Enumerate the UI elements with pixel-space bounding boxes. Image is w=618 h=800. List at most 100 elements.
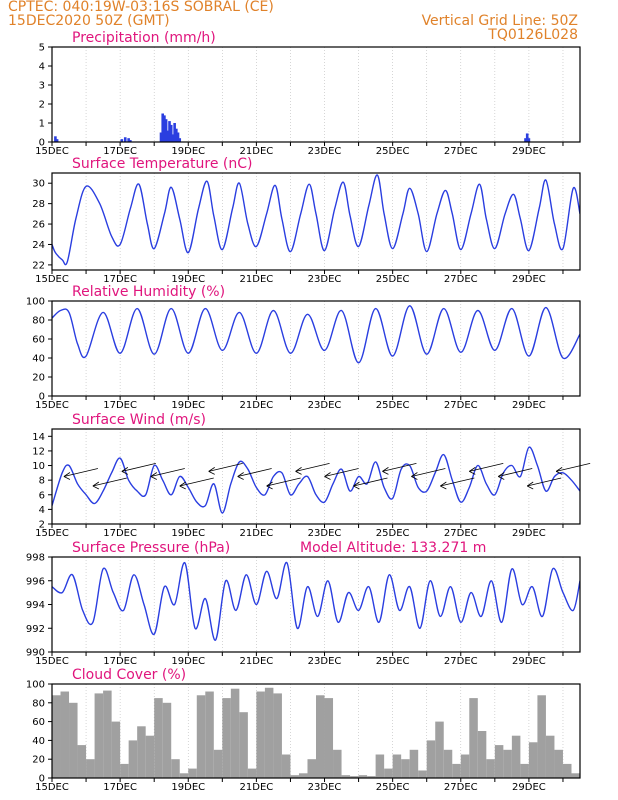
series-line <box>52 174 580 266</box>
panel-precip: Precipitation (mm/h) 15DEC 17DEC 19DEC 21DEC… <box>35 30 581 157</box>
cloud-bar <box>435 721 444 778</box>
precip-bar <box>129 140 132 142</box>
cloud-bar <box>307 759 316 778</box>
cloud-bar <box>443 749 453 778</box>
y-tick-label: 100 <box>26 297 45 308</box>
cloud-bar <box>469 698 478 778</box>
x-tick-label: 25DEC <box>376 656 410 667</box>
y-tick-label: 996 <box>26 576 45 587</box>
y-tick-label: 40 <box>32 736 45 747</box>
cloud-bar <box>511 735 521 778</box>
panel-frame <box>51 428 581 525</box>
wind-arrow-shaft <box>324 468 359 477</box>
y-tick-label: 20 <box>32 373 45 384</box>
cloud-bar <box>196 695 206 778</box>
wind-arrow-head <box>440 481 447 490</box>
precip-bar <box>171 134 175 142</box>
x-tick-label: 15DEC <box>35 400 69 411</box>
x-tick-label: 17DEC <box>103 528 137 539</box>
cloud-bar <box>409 749 419 778</box>
cloud-bar <box>367 776 376 778</box>
wind-arrow-shaft <box>295 462 330 472</box>
wind-arrow-shaft <box>469 462 504 472</box>
y-tick-label: 22 <box>32 260 45 271</box>
cloud-bar <box>460 754 470 778</box>
cloud-bar <box>350 776 359 778</box>
y-tick-label: 26 <box>32 220 45 231</box>
wind-arrow-shaft <box>382 462 417 472</box>
y-tick-label: 24 <box>32 240 45 251</box>
precip-bar <box>120 139 124 142</box>
panel-temp: Surface Temperature (nC) 15DEC 17DEC 19DEC 2… <box>32 156 581 285</box>
y-tick-label: 5 <box>39 43 45 54</box>
y-tick-label: 14 <box>32 432 45 443</box>
cloud-bar <box>222 698 231 778</box>
wind-arrow-shaft <box>556 462 591 472</box>
x-tick-label: 21DEC <box>240 782 274 793</box>
x-tick-label: 19DEC <box>171 400 205 411</box>
wind-arrow-head <box>555 467 563 475</box>
wind-arrow-head <box>150 472 158 480</box>
panel-frame <box>51 556 581 653</box>
wind-arrow-head <box>179 481 186 490</box>
x-tick-label: 17DEC <box>103 782 137 793</box>
x-tick-label: 25DEC <box>376 400 410 411</box>
x-tick-label: 23DEC <box>308 782 342 793</box>
cloud-bar <box>120 763 129 778</box>
wind-arrow-head <box>324 472 331 480</box>
cloud-bar <box>392 754 402 778</box>
cloud-bar <box>290 775 299 778</box>
x-tick-label: 19DEC <box>171 274 205 285</box>
x-tick-label: 21DEC <box>240 274 274 285</box>
y-tick-label: 990 <box>26 648 45 659</box>
x-tick-label: 27DEC <box>444 274 478 285</box>
panel-frame <box>51 172 581 271</box>
panel-frame <box>51 300 581 397</box>
wind-arrow-head <box>498 472 505 480</box>
wind-arrow-head <box>411 472 418 480</box>
precip-bar <box>178 138 182 142</box>
cloud-bar <box>452 763 461 778</box>
wind-arrow-head <box>92 481 100 490</box>
y-tick-label: 4 <box>39 62 45 73</box>
y-tick-label: 6 <box>39 490 45 501</box>
wind-arrow-head <box>237 472 244 480</box>
precip-bar <box>54 136 57 142</box>
cloud-bar <box>537 695 546 778</box>
panel-annotation: Model Altitude: 133.271 m <box>300 540 486 556</box>
cloud-bar <box>52 695 61 778</box>
panel-title: Surface Temperature (nC) <box>72 156 253 172</box>
wind-arrow-shaft <box>237 468 272 477</box>
cloud-bar <box>213 749 223 778</box>
cloud-bar <box>111 721 121 778</box>
y-tick-label: 80 <box>32 698 45 709</box>
cloud-bar <box>528 742 538 778</box>
wind-arrow-shaft <box>92 477 127 487</box>
panel-title: Relative Humidity (%) <box>72 284 225 300</box>
precip-bar <box>168 121 171 142</box>
x-tick-label: 25DEC <box>376 782 410 793</box>
wind-arrow-head <box>382 467 389 475</box>
wind-arrow-shaft <box>208 462 243 472</box>
precip-bar <box>127 138 130 142</box>
x-tick-label: 29DEC <box>512 400 546 411</box>
wind-arrow-shaft <box>498 468 533 477</box>
x-tick-label: 27DEC <box>444 782 478 793</box>
precip-bar <box>55 139 59 142</box>
cloud-bar <box>358 775 368 778</box>
precip-bar <box>161 113 165 142</box>
x-tick-label: 19DEC <box>171 656 205 667</box>
precip-bar <box>173 123 176 142</box>
wind-arrow-shaft <box>150 468 185 477</box>
header-grid-note: Vertical Grid Line: 50Z <box>421 13 578 29</box>
x-tick-label: 17DEC <box>103 146 137 157</box>
y-tick-label: 1 <box>39 119 45 130</box>
wind-arrow-shaft <box>527 477 562 487</box>
cloud-bar <box>162 702 172 778</box>
cloud-bar <box>503 749 512 778</box>
cloud-bar <box>205 691 214 778</box>
precip-bar <box>525 133 529 142</box>
cloud-bar <box>264 687 274 778</box>
x-tick-label: 19DEC <box>171 528 205 539</box>
